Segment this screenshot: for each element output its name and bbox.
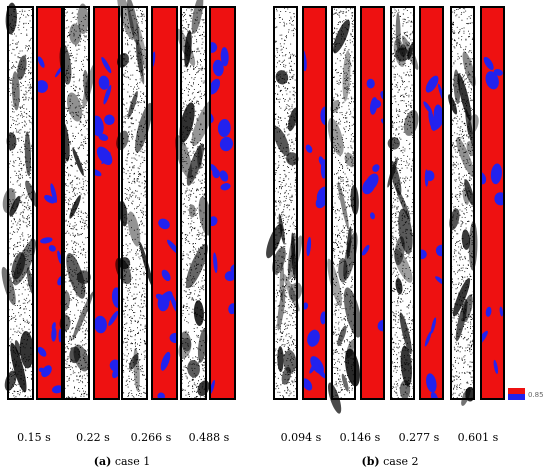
field-strip-0-2: [93, 6, 120, 400]
caption-a: (a) case 1: [94, 455, 150, 468]
field-strip-1-4: [480, 6, 505, 400]
field-strip-1-1: [302, 6, 327, 400]
time-label-b-4: 0.601 s: [457, 431, 499, 444]
field-strip-1-2: [360, 6, 385, 400]
time-label-b-3: 0.277 s: [398, 431, 440, 444]
field-strip-0-1: [36, 6, 63, 400]
particle-strip-0-4: [175, 0, 215, 400]
particle-strip-1-2: [327, 6, 362, 414]
field-strip-0-3: [151, 6, 178, 400]
caption-b-letter: (b): [361, 455, 380, 468]
time-label-a-3: 0.266 s: [130, 431, 172, 444]
particle-strip-1-3: [387, 6, 419, 400]
particle-strip-0-2: [59, 3, 96, 400]
particle-strip-0-1: [1, 2, 40, 400]
field-strip-1-3: [419, 6, 444, 400]
caption-b: (b) case 2: [362, 455, 419, 468]
field-strip-0-4: [209, 6, 236, 400]
caption-b-text: case 2: [379, 455, 419, 468]
caption-a-text: case 1: [111, 455, 151, 468]
particle-strip-1-1: [266, 6, 303, 400]
particle-strip-1-4: [448, 6, 479, 406]
time-label-a-2: 0.22 s: [76, 431, 110, 444]
time-label-a-4: 0.488 s: [188, 431, 230, 444]
time-label-b-1: 0.094 s: [280, 431, 322, 444]
caption-a-letter: (a): [93, 455, 112, 468]
time-label-a-1: 0.15 s: [17, 431, 51, 444]
legend-value: 0.85: [528, 391, 544, 399]
legend-swatch: [508, 388, 525, 400]
particle-strip-0-3: [115, 0, 154, 400]
time-label-b-2: 0.146 s: [339, 431, 381, 444]
